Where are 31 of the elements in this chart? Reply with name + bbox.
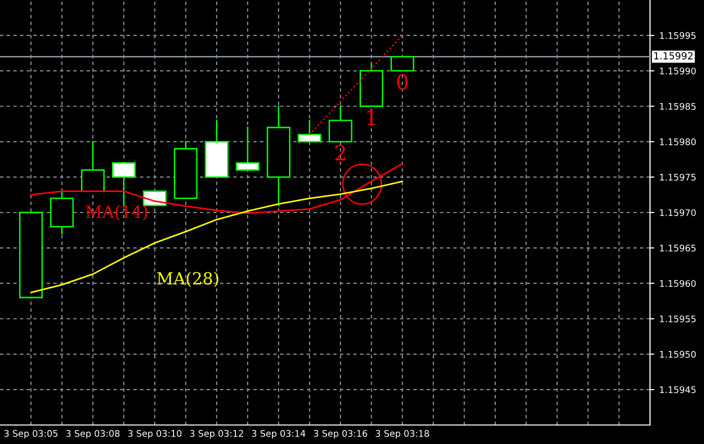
x-tick-label: 3 Sep 03:14 <box>252 430 306 439</box>
y-tick-label: 1.15985 <box>660 102 696 110</box>
y-tick-label: 1.15990 <box>660 68 696 74</box>
annotation: 1 <box>367 109 376 125</box>
y-tick-label: 1.15970 <box>660 209 696 216</box>
y-tick-label: 1.15950 <box>660 350 696 358</box>
y-tick-label: 1.15980 <box>660 138 696 146</box>
y-tick-label: 1.15965 <box>660 244 696 252</box>
series-label: MA(14) <box>86 205 148 220</box>
y-tick-label: 1.15975 <box>660 174 696 181</box>
annotation: 2 <box>335 144 346 160</box>
x-tick-label: 3 Sep 03:12 <box>190 430 244 439</box>
candlestick <box>328 106 352 142</box>
series-label: MA(28) <box>157 272 218 287</box>
x-tick-label: 3 Sep 03:10 <box>128 430 182 439</box>
candlestick <box>298 120 322 142</box>
annotation: 0 <box>397 74 408 90</box>
candlestick <box>236 126 260 171</box>
y-tick-label: 1.15955 <box>660 315 696 322</box>
candlestick <box>112 162 136 206</box>
y-tick-label: 1.15945 <box>660 386 696 394</box>
x-tick-label: 3 Sep 03:08 <box>66 430 120 439</box>
x-tick-label: 3 Sep 03:05 <box>4 430 58 439</box>
line-series <box>30 180 404 294</box>
ref-line-label: 1.15992 <box>654 52 692 60</box>
y-tick-label: 1.15960 <box>660 280 696 287</box>
candlestick <box>390 56 414 72</box>
y-tick-label: 1.15995 <box>660 32 696 39</box>
x-tick-label: 3 Sep 03:16 <box>314 430 368 439</box>
candlestick <box>81 140 105 192</box>
x-tick-label: 3 Sep 03:18 <box>376 430 430 439</box>
